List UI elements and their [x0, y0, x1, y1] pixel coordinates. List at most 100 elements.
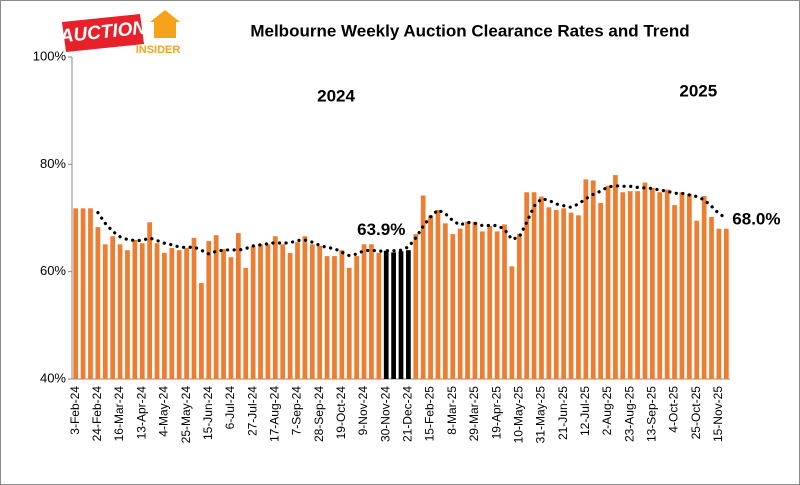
y-tick-label: 60%: [40, 263, 66, 278]
y-tick-label: 40%: [40, 370, 66, 385]
bar: [162, 252, 167, 379]
bar: [613, 175, 618, 379]
bar: [664, 189, 670, 379]
bar: [206, 241, 212, 379]
bar: [280, 244, 286, 379]
bar: [354, 256, 360, 379]
bar: [391, 252, 396, 379]
bar: [465, 221, 470, 379]
bar: [235, 233, 241, 379]
x-tick-label: 13-Sep-25: [645, 386, 659, 442]
bar: [117, 244, 123, 379]
x-tick-label: 15-Jun-24: [201, 386, 215, 440]
x-tick-label: 19-Apr-25: [489, 386, 503, 440]
x-tick-label: 6-Jul-24: [223, 386, 237, 430]
bar: [450, 234, 456, 379]
bar: [243, 267, 249, 379]
bar: [553, 209, 559, 379]
bar: [457, 228, 463, 379]
x-tick-label: 3-Feb-24: [68, 386, 82, 435]
bar: [428, 215, 433, 379]
x-tick-label: 7-Sep-24: [290, 386, 304, 436]
bar: [154, 243, 160, 379]
x-tick-label: 24-Feb-24: [90, 386, 104, 442]
bar: [132, 240, 138, 379]
bar: [272, 236, 278, 379]
bar: [509, 266, 515, 379]
bar: [265, 244, 271, 379]
bar: [221, 249, 226, 379]
bar: [657, 192, 663, 379]
bar: [479, 231, 485, 379]
bar: [709, 216, 714, 379]
x-tick-label: 31-May-25: [534, 386, 548, 444]
bar: [686, 193, 692, 379]
bar: [679, 192, 685, 379]
bar: [125, 250, 130, 379]
bar: [88, 208, 93, 379]
x-tick-label: 4-May-24: [157, 386, 171, 437]
bar: [295, 242, 300, 379]
annotation: 68.0%: [732, 209, 780, 228]
bar: [139, 243, 145, 379]
bar: [199, 282, 204, 379]
x-tick-label: 12-Jul-25: [578, 386, 592, 436]
bar: [176, 250, 182, 379]
x-tick-label: 21-Jun-25: [556, 386, 570, 440]
bar: [213, 235, 219, 379]
bar: [487, 226, 493, 379]
bar: [346, 267, 352, 379]
bar: [716, 228, 722, 379]
bar: [110, 236, 116, 379]
y-tick-label: 80%: [40, 156, 66, 171]
bar: [413, 234, 419, 379]
bar: [694, 220, 700, 379]
bar: [147, 222, 152, 379]
y-tick-label: 100%: [33, 48, 67, 63]
x-tick-label: 30-Nov-24: [378, 386, 392, 442]
bar: [568, 212, 574, 379]
bar: [583, 179, 589, 379]
bar: [339, 250, 345, 379]
x-tick-label: 28-Sep-24: [312, 386, 326, 442]
x-tick-label: 8-Mar-25: [445, 386, 459, 435]
bar: [524, 192, 530, 379]
bar: [650, 187, 655, 379]
bar: [73, 208, 79, 379]
bar: [494, 231, 500, 379]
bar: [184, 248, 189, 379]
bar: [376, 252, 382, 379]
bar: [701, 195, 707, 379]
bar: [576, 215, 581, 379]
bar: [561, 208, 567, 379]
bar: [672, 205, 677, 379]
x-tick-label: 19-Oct-24: [334, 386, 348, 440]
bar: [309, 244, 315, 379]
x-tick-label: 29-Mar-25: [467, 386, 481, 442]
trend-line: [96, 184, 728, 258]
logo-subtext: INSIDER: [136, 44, 181, 56]
bar: [627, 191, 633, 379]
bar: [228, 257, 234, 379]
x-tick-label: 10-May-25: [511, 386, 525, 444]
bar: [620, 192, 626, 379]
bar: [442, 223, 448, 379]
x-tick-label: 15-Nov-25: [711, 386, 725, 442]
x-tick-label: 17-Aug-24: [267, 386, 281, 442]
x-tick-label: 25-May-24: [179, 386, 193, 444]
bar: [502, 224, 507, 379]
bar: [383, 250, 389, 379]
bar: [302, 236, 308, 379]
bar: [95, 227, 101, 379]
bar: [635, 191, 640, 379]
bar: [605, 185, 611, 379]
logo-house: [150, 10, 180, 38]
bar: [332, 256, 337, 379]
bar: [191, 237, 197, 379]
logo: AUCTION INSIDER: [58, 10, 181, 56]
bar: [287, 252, 293, 379]
x-tick-label: 25-Oct-25: [689, 386, 703, 440]
bar: [539, 196, 544, 379]
x-tick-label: 2-Aug-25: [600, 386, 614, 436]
